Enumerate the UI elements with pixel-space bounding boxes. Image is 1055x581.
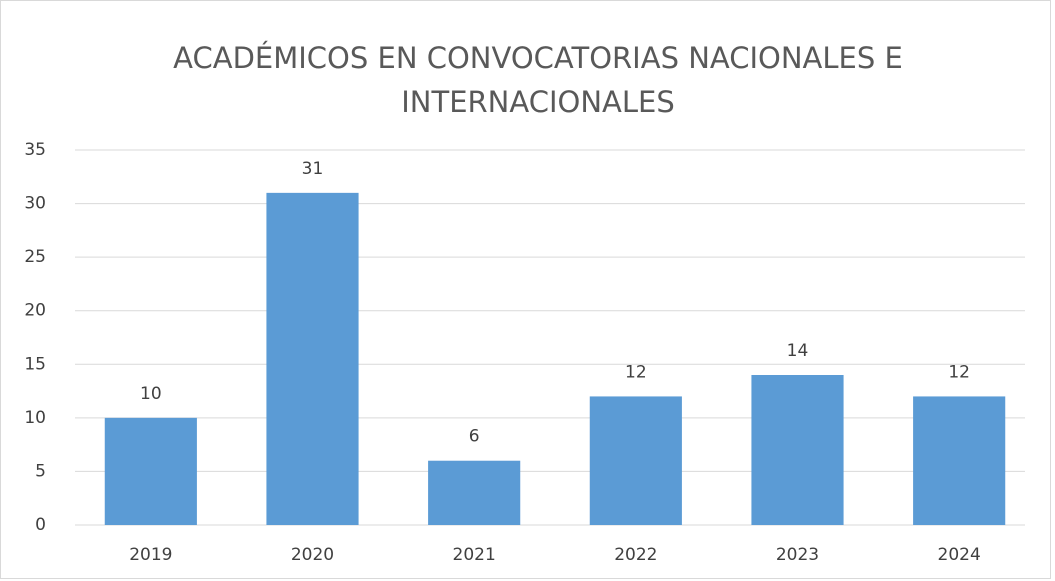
data-label: 12 (625, 362, 647, 382)
x-tick-label: 2022 (614, 545, 657, 565)
bar (913, 396, 1006, 525)
y-tick-label: 25 (24, 247, 46, 267)
y-tick-label: 5 (35, 461, 46, 481)
data-label: 31 (302, 159, 324, 179)
bar (751, 375, 844, 525)
y-tick-label: 35 (24, 140, 46, 160)
x-tick-label: 2019 (129, 545, 172, 565)
x-tick-label: 2023 (776, 545, 819, 565)
x-tick-label: 2020 (291, 545, 334, 565)
y-tick-label: 0 (35, 515, 46, 535)
chart-title: ACADÉMICOS EN CONVOCATORIAS NACIONALES E… (173, 41, 903, 119)
y-tick-label: 30 (24, 194, 46, 214)
y-tick-label: 15 (24, 354, 46, 374)
y-tick-label: 10 (24, 408, 46, 428)
bar (104, 417, 197, 525)
bar (266, 192, 359, 525)
data-label: 12 (948, 362, 970, 382)
y-tick-label: 20 (24, 301, 46, 321)
data-label: 10 (140, 384, 162, 404)
data-label: 6 (469, 427, 480, 447)
bar (428, 460, 521, 525)
x-tick-label: 2024 (938, 545, 981, 565)
x-tick-label: 2021 (453, 545, 496, 565)
data-label: 14 (787, 341, 809, 361)
bar (589, 396, 682, 525)
